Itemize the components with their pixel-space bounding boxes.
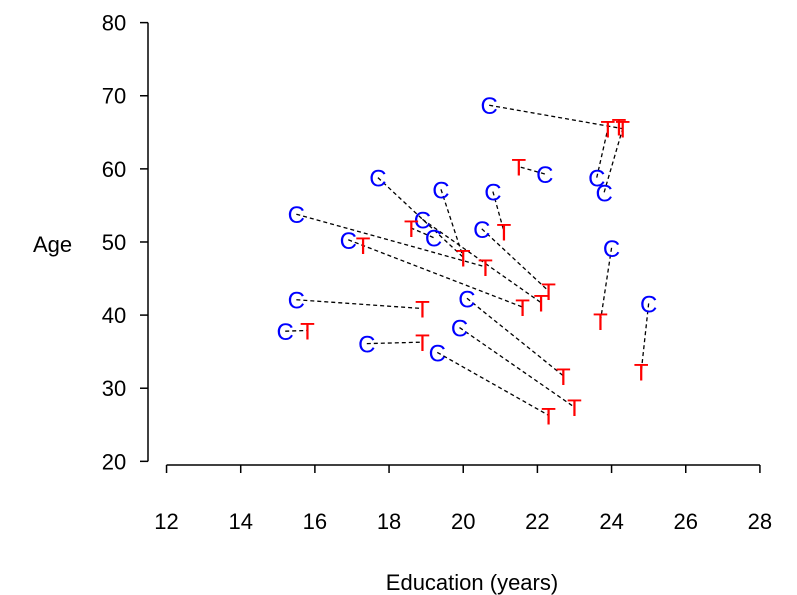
point-c: C — [595, 180, 612, 207]
point-t: T — [300, 318, 315, 345]
point-c: C — [414, 207, 431, 234]
point-c: C — [288, 202, 305, 229]
x-tick-label: 16 — [303, 509, 327, 534]
axes — [147, 22, 760, 466]
point-c: C — [473, 217, 490, 244]
point-t: T — [515, 295, 530, 322]
point-c: C — [603, 236, 620, 263]
pair-line — [366, 341, 423, 345]
x-tick-label: 26 — [674, 509, 698, 534]
y-axis-title: Age — [33, 232, 72, 257]
pair-line — [489, 104, 623, 130]
point-c: C — [288, 288, 305, 315]
x-axis-title: Education (years) — [386, 570, 558, 595]
y-tick-label: 50 — [102, 230, 126, 255]
point-c: C — [451, 316, 468, 343]
y-tick-label: 30 — [102, 376, 126, 401]
point-c: C — [432, 177, 449, 204]
point-t: T — [478, 255, 493, 282]
point-t: T — [541, 403, 556, 430]
point-c: C — [481, 93, 498, 120]
point-t: T — [541, 279, 556, 306]
point-t: T — [404, 216, 419, 243]
pair-line — [481, 228, 549, 292]
point-t: T — [612, 114, 627, 141]
pair-line — [596, 128, 609, 178]
pair-line — [436, 351, 549, 416]
point-c: C — [458, 286, 475, 313]
point-c: C — [588, 166, 605, 193]
x-tick-label: 20 — [451, 509, 475, 534]
pair-line — [422, 218, 542, 304]
x-ticks: 12 14 16 18 20 22 24 26 28 — [154, 465, 772, 534]
point-t: T — [497, 220, 512, 247]
x-tick-label: 18 — [377, 509, 401, 534]
pair-line — [459, 327, 575, 408]
point-c: C — [277, 319, 294, 346]
x-tick-label: 14 — [228, 509, 252, 534]
x-tick-label: 24 — [599, 509, 623, 534]
pair-lines — [285, 104, 650, 416]
y-tick-label: 70 — [102, 84, 126, 109]
pair-line — [296, 213, 486, 268]
point-c: C — [640, 291, 657, 318]
point-t: T — [534, 291, 549, 318]
point-t: T — [415, 330, 430, 357]
y-tick-label: 20 — [102, 449, 126, 474]
y-tick-label: 60 — [102, 157, 126, 182]
x-tick-label: 28 — [748, 509, 772, 534]
point-t: T — [456, 245, 471, 272]
pair-line — [285, 329, 308, 332]
x-tick-label: 12 — [154, 509, 178, 534]
point-c: C — [484, 180, 501, 207]
point-c: C — [369, 166, 386, 193]
y-tick-label: 40 — [102, 303, 126, 328]
point-c: C — [425, 226, 442, 253]
pair-line — [296, 299, 423, 310]
pair-line — [348, 239, 523, 308]
point-t: T — [601, 117, 616, 144]
point-t: T — [615, 117, 630, 144]
pair-line — [599, 247, 613, 322]
point-t: T — [415, 297, 430, 324]
point-c: C — [358, 332, 375, 359]
point-t: T — [634, 359, 649, 386]
pair-line — [518, 166, 545, 175]
y-tick-label: 80 — [102, 11, 126, 36]
point-c: C — [340, 228, 357, 255]
point-t: T — [356, 233, 371, 260]
x-tick-label: 22 — [525, 509, 549, 534]
point-c: C — [536, 162, 553, 189]
y-ticks: 20 30 40 50 60 70 80 — [102, 11, 148, 474]
point-t: T — [512, 155, 527, 182]
point-t: T — [556, 364, 571, 391]
point-t: T — [593, 309, 608, 336]
point-c: C — [429, 340, 446, 367]
pair-line — [377, 177, 464, 258]
point-t: T — [567, 395, 582, 422]
pair-line — [640, 303, 650, 372]
